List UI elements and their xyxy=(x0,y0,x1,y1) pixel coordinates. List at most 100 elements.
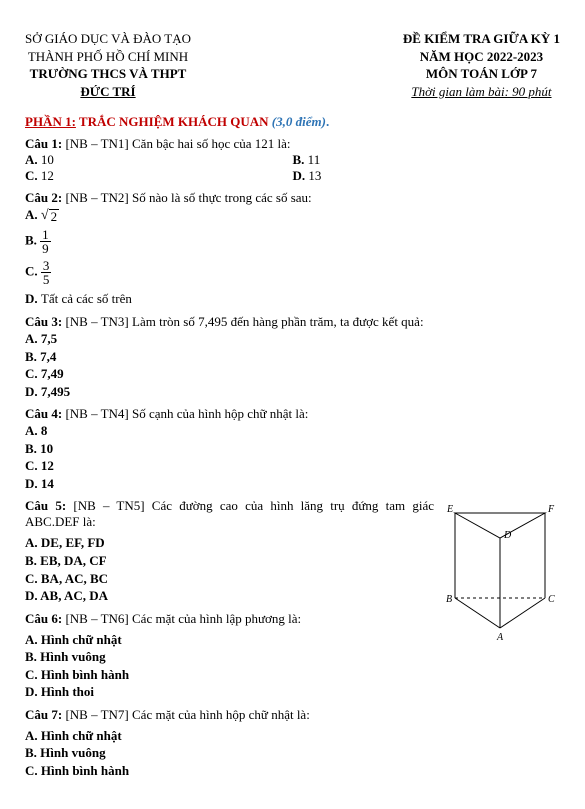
q2-optC: C. 35 xyxy=(25,259,560,286)
q2-C-pre: C. xyxy=(25,264,41,279)
sqrt-expr: √2 xyxy=(41,209,59,224)
q2-B-pre: B. xyxy=(25,233,40,248)
q1-optD: D. 13 xyxy=(293,168,561,184)
q2-B-den: 9 xyxy=(40,241,51,255)
label-A: A xyxy=(496,632,504,643)
q5-text-block: Câu 5: [NB – TN5] Các đường cao của hình… xyxy=(25,498,440,700)
q1-D-pre: D. xyxy=(293,168,309,183)
prism-svg: E F D B C A xyxy=(440,498,560,648)
q2-optB: B. 19 xyxy=(25,228,560,255)
q1-optB: B. 11 xyxy=(293,152,561,168)
q5-code: [NB – TN5] xyxy=(66,498,152,513)
q5-D: D. AB, AC, DA xyxy=(25,587,434,605)
q3-options: A. 7,5 B. 7,4 C. 7,49 D. 7,495 xyxy=(25,330,560,400)
q7-A: A. Hình chữ nhật xyxy=(25,727,560,745)
section1-suffix: . xyxy=(326,114,329,129)
q6-A: A. Hình chữ nhật xyxy=(25,631,434,649)
q4-C: C. 12 xyxy=(25,457,560,475)
q1-prompt: Câu 1: [NB – TN1] Căn bậc hai số học của… xyxy=(25,136,560,152)
q2-sqrt-arg: 2 xyxy=(49,209,60,224)
section1-prefix: PHẦN 1: xyxy=(25,114,76,129)
q5-tag: Câu 5: xyxy=(25,498,66,513)
q2-optA: A. √2 xyxy=(25,206,560,224)
q1-B-pre: B. xyxy=(293,152,308,167)
q2-prompt: Câu 2: [NB – TN2] Số nào là số thực tron… xyxy=(25,190,560,206)
section1-name: TRẮC NGHIỆM KHÁCH QUAN xyxy=(76,114,272,129)
q1-code: [NB – TN1] xyxy=(62,136,132,151)
q3-code: [NB – TN3] xyxy=(62,314,132,329)
q1-options: A. 10 C. 12 B. 11 D. 13 xyxy=(25,152,560,184)
q3-prompt: Câu 3: [NB – TN3] Làm tròn số 7,495 đến … xyxy=(25,314,560,330)
q1-B-val: 11 xyxy=(308,152,321,167)
q6-B: B. Hình vuông xyxy=(25,648,434,666)
section1-title: PHẦN 1: TRẮC NGHIỆM KHÁCH QUAN (3,0 điểm… xyxy=(25,114,560,130)
header-right-l4: Thời gian làm bài: 90 phút xyxy=(403,83,560,101)
label-B: B xyxy=(446,594,452,605)
q2-options: A. √2 B. 19 C. 35 D. Tất cả các số trên xyxy=(25,206,560,308)
q4-options: A. 8 B. 10 C. 12 D. 14 xyxy=(25,422,560,492)
header-right: ĐỀ KIỂM TRA GIỮA KỲ 1 NĂM HỌC 2022-2023 … xyxy=(403,30,560,100)
q7-C: C. Hình bình hành xyxy=(25,762,560,780)
q6-D: D. Hình thoi xyxy=(25,683,434,701)
q2-C-frac: 35 xyxy=(41,259,52,286)
q3-A: A. 7,5 xyxy=(25,330,560,348)
q4-text: Số cạnh của hình hộp chữ nhật là: xyxy=(132,406,308,421)
q2-tag: Câu 2: xyxy=(25,190,62,205)
header-left-l4: ĐỨC TRÍ xyxy=(25,83,191,101)
label-D: D xyxy=(503,530,512,541)
q2-optD: D. Tất cả các số trên xyxy=(25,290,560,308)
q3-C: C. 7,49 xyxy=(25,365,560,383)
q4-tag: Câu 4: xyxy=(25,406,62,421)
q6-code: [NB – TN6] xyxy=(62,611,132,626)
q4-A: A. 8 xyxy=(25,422,560,440)
q2-C-den: 5 xyxy=(41,272,52,286)
header-right-l2: NĂM HỌC 2022-2023 xyxy=(403,48,560,66)
q1-optC: C. 12 xyxy=(25,168,293,184)
q4: Câu 4: [NB – TN4] Số cạnh của hình hộp c… xyxy=(25,406,560,492)
q2-A-pre: A. xyxy=(25,207,41,222)
q1-D-val: 13 xyxy=(308,168,321,183)
header-right-l1: ĐỀ KIỂM TRA GIỮA KỲ 1 xyxy=(403,30,560,48)
q2-code: [NB – TN2] xyxy=(62,190,132,205)
q2-B-frac: 19 xyxy=(40,228,51,255)
q1-C-val: 12 xyxy=(41,168,54,183)
header-left: SỞ GIÁO DỤC VÀ ĐÀO TẠO THÀNH PHỐ HỒ CHÍ … xyxy=(25,30,191,100)
header-right-l3: MÔN TOÁN LỚP 7 xyxy=(403,65,560,83)
q5-B: B. EB, DA, CF xyxy=(25,552,434,570)
q6-tag: Câu 6: xyxy=(25,611,62,626)
header: SỞ GIÁO DỤC VÀ ĐÀO TẠO THÀNH PHỐ HỒ CHÍ … xyxy=(25,30,560,100)
q5-options: A. DE, EF, FD B. EB, DA, CF C. BA, AC, B… xyxy=(25,534,434,604)
q7-B: B. Hình vuông xyxy=(25,744,560,762)
q7-code: [NB – TN7] xyxy=(62,707,132,722)
q2-D-pre: D. xyxy=(25,291,41,306)
sqrt-icon: √ xyxy=(41,209,49,223)
q4-prompt: Câu 4: [NB – TN4] Số cạnh của hình hộp c… xyxy=(25,406,560,422)
label-F: F xyxy=(547,504,555,515)
q3-text: Làm tròn số 7,495 đến hàng phần trăm, ta… xyxy=(132,314,424,329)
q6-C: C. Hình bình hành xyxy=(25,666,434,684)
header-left-l2: THÀNH PHỐ HỒ CHÍ MINH xyxy=(25,48,191,66)
q1-A-val: 10 xyxy=(41,152,54,167)
q7-text: Các mặt của hình hộp chữ nhật là: xyxy=(132,707,310,722)
q1-C-pre: C. xyxy=(25,168,41,183)
q6-prompt: Câu 6: [NB – TN6] Các mặt của hình lập p… xyxy=(25,611,434,627)
q4-code: [NB – TN4] xyxy=(62,406,132,421)
header-left-l1: SỞ GIÁO DỤC VÀ ĐÀO TẠO xyxy=(25,30,191,48)
q1-text: Căn bậc hai số học của 121 là: xyxy=(132,136,290,151)
q5-C: C. BA, AC, BC xyxy=(25,570,434,588)
section1-points: (3,0 điểm) xyxy=(272,114,326,129)
q3-tag: Câu 3: xyxy=(25,314,62,329)
q3-B: B. 7,4 xyxy=(25,348,560,366)
label-E: E xyxy=(446,504,453,515)
q2-C-num: 3 xyxy=(41,259,52,272)
q6-options: A. Hình chữ nhật B. Hình vuông C. Hình b… xyxy=(25,631,434,701)
label-C: C xyxy=(548,594,555,605)
q4-B: B. 10 xyxy=(25,440,560,458)
q1: Câu 1: [NB – TN1] Căn bậc hai số học của… xyxy=(25,136,560,184)
q3-D: D. 7,495 xyxy=(25,383,560,401)
q7-options: A. Hình chữ nhật B. Hình vuông C. Hình b… xyxy=(25,727,560,780)
q5-A: A. DE, EF, FD xyxy=(25,534,434,552)
q3: Câu 3: [NB – TN3] Làm tròn số 7,495 đến … xyxy=(25,314,560,400)
q1-optA: A. 10 xyxy=(25,152,293,168)
q2-D-val: Tất cả các số trên xyxy=(41,291,132,306)
